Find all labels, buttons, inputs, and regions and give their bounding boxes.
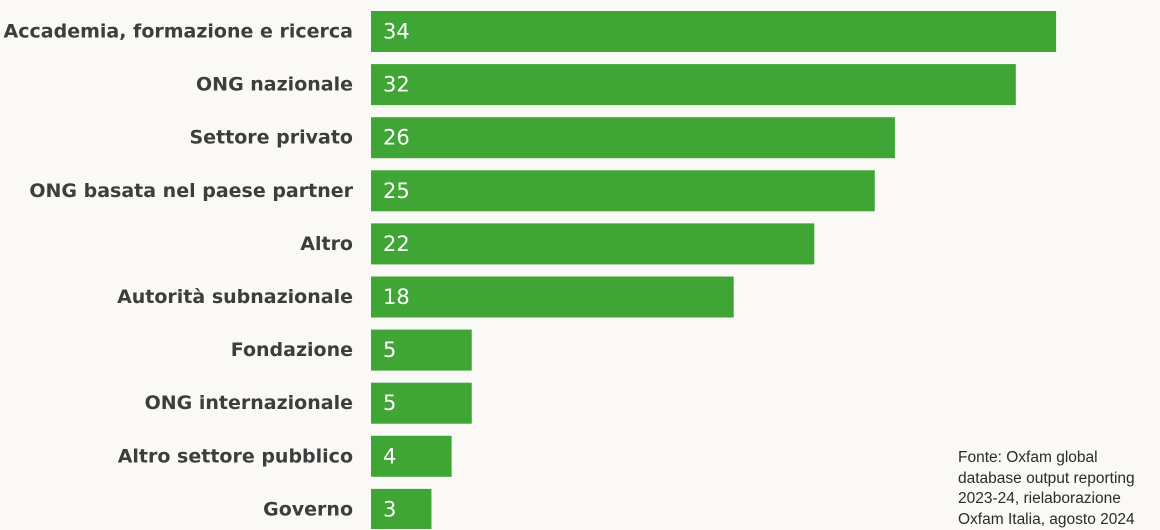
category-label: Fondazione xyxy=(231,339,353,361)
value-label: 3 xyxy=(383,497,396,521)
bar xyxy=(371,488,432,529)
bar xyxy=(371,170,875,212)
value-label: 5 xyxy=(383,338,396,362)
bar-row: ONG basata nel paese partner 25 xyxy=(29,170,875,212)
category-label: Settore privato xyxy=(190,127,354,149)
bar-row: Settore privato 26 xyxy=(190,117,895,159)
bar xyxy=(371,223,815,265)
bar-row: ONG internazionale 5 xyxy=(145,382,472,424)
value-label: 25 xyxy=(383,179,410,203)
value-label: 26 xyxy=(383,126,410,150)
value-label: 34 xyxy=(383,20,410,44)
bar xyxy=(371,11,1057,52)
bar-row: Altro 22 xyxy=(300,223,815,265)
bar xyxy=(371,435,452,477)
value-label: 22 xyxy=(383,232,410,256)
bar-row: Fondazione 5 xyxy=(231,329,472,371)
value-label: 5 xyxy=(383,391,396,415)
bar xyxy=(371,329,472,371)
bar xyxy=(371,117,895,159)
bar xyxy=(371,382,472,424)
category-label: Altro xyxy=(300,233,353,255)
bar-row: Autorità subnazionale 18 xyxy=(117,276,734,318)
value-label: 4 xyxy=(383,444,396,468)
bar-row: Governo 3 xyxy=(263,488,432,529)
category-label: ONG internazionale xyxy=(145,392,353,414)
bar-row: Altro settore pubblico 4 xyxy=(118,435,452,477)
value-label: 32 xyxy=(383,73,410,97)
category-label: Accademia, formazione e ricerca xyxy=(4,21,353,43)
source-note: Fonte: Oxfam global database output repo… xyxy=(958,449,1135,528)
category-label: Altro settore pubblico xyxy=(118,445,353,467)
category-label: Autorità subnazionale xyxy=(117,286,353,308)
bar xyxy=(371,64,1016,106)
bar-row: ONG nazionale 32 xyxy=(196,64,1016,106)
category-label: ONG basata nel paese partner xyxy=(29,180,353,202)
value-label: 18 xyxy=(383,285,410,309)
category-label: ONG nazionale xyxy=(196,74,353,96)
bar xyxy=(371,276,734,318)
bar-row: Accademia, formazione e ricerca 34 xyxy=(4,11,1057,52)
category-label: Governo xyxy=(263,498,353,520)
